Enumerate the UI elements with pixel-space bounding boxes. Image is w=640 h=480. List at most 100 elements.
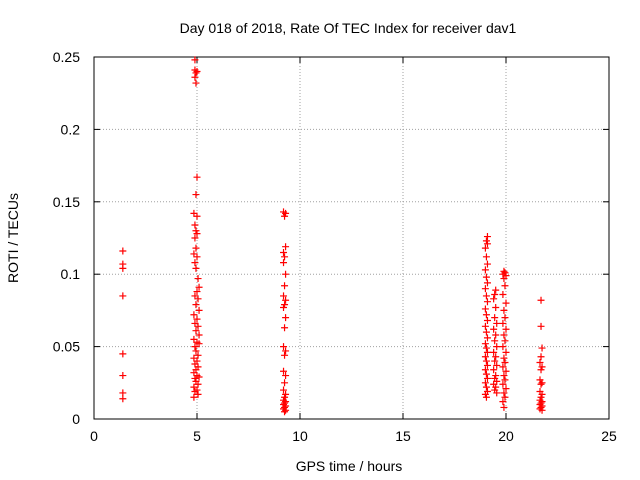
data-point bbox=[482, 344, 490, 352]
data-point bbox=[537, 353, 545, 361]
data-point bbox=[282, 296, 290, 304]
plot-frame bbox=[93, 56, 610, 420]
data-point bbox=[280, 386, 288, 394]
data-point bbox=[490, 325, 498, 333]
x-tick-label: 10 bbox=[292, 428, 308, 444]
data-point bbox=[490, 366, 498, 374]
data-point bbox=[537, 380, 545, 388]
data-point bbox=[193, 288, 201, 296]
data-point bbox=[119, 395, 127, 403]
data-point bbox=[483, 240, 491, 248]
data-point bbox=[281, 379, 289, 387]
data-point bbox=[537, 322, 545, 330]
data-point bbox=[195, 283, 203, 291]
data-point bbox=[192, 264, 200, 272]
y-tick-label: 0.05 bbox=[53, 339, 80, 355]
data-point bbox=[502, 348, 510, 356]
data-point bbox=[282, 347, 290, 355]
data-point bbox=[193, 67, 201, 75]
data-point bbox=[481, 244, 489, 252]
data-point bbox=[482, 328, 490, 336]
data-point bbox=[537, 366, 545, 374]
axis-ticks: 0 5 10 15 20 25 0 0.05 0.1 0.15 0.2 0.25 bbox=[53, 49, 617, 444]
data-point bbox=[192, 347, 200, 355]
data-point bbox=[499, 319, 507, 327]
data-point bbox=[193, 173, 201, 181]
data-point bbox=[501, 359, 509, 367]
data-point bbox=[492, 286, 500, 294]
data-point bbox=[281, 282, 289, 290]
data-point bbox=[192, 301, 200, 309]
data-point bbox=[491, 290, 499, 298]
data-point bbox=[191, 73, 199, 81]
chart-title: Day 018 of 2018, Rate Of TEC Index for r… bbox=[180, 20, 517, 36]
data-point bbox=[481, 266, 489, 274]
y-tick-label: 0.25 bbox=[53, 49, 80, 65]
data-point bbox=[483, 334, 491, 342]
data-point bbox=[483, 298, 491, 306]
data-point bbox=[482, 383, 490, 391]
data-point bbox=[282, 243, 290, 251]
data-point bbox=[281, 212, 289, 220]
y-axis-label: ROTI / TECUs bbox=[5, 193, 21, 283]
data-point bbox=[282, 314, 290, 322]
data-point bbox=[119, 264, 127, 272]
data-point bbox=[492, 353, 500, 361]
data-point bbox=[500, 403, 508, 411]
data-point bbox=[500, 275, 508, 283]
data-point bbox=[493, 343, 501, 351]
data-point bbox=[538, 406, 546, 414]
data-point bbox=[501, 376, 509, 384]
data-point bbox=[481, 353, 489, 361]
data-point bbox=[482, 357, 490, 365]
data-point bbox=[500, 354, 508, 362]
data-point bbox=[191, 343, 199, 351]
data-point bbox=[192, 327, 200, 335]
x-tick-label: 0 bbox=[90, 428, 98, 444]
data-point bbox=[500, 306, 508, 314]
data-point bbox=[194, 275, 202, 283]
data-point bbox=[490, 295, 498, 303]
data-point bbox=[502, 325, 510, 333]
data-point bbox=[481, 305, 489, 313]
data-point bbox=[492, 331, 500, 339]
data-point bbox=[483, 233, 491, 241]
data-point bbox=[499, 290, 507, 298]
data-point bbox=[190, 311, 198, 319]
data-point bbox=[491, 337, 499, 345]
data-point bbox=[195, 340, 203, 348]
data-point bbox=[499, 343, 507, 351]
x-tick-label: 20 bbox=[498, 428, 514, 444]
x-tick-label: 25 bbox=[601, 428, 617, 444]
x-axis-label: GPS time / hours bbox=[296, 458, 403, 474]
data-point bbox=[502, 367, 510, 375]
x-tick-label: 15 bbox=[395, 428, 411, 444]
data-point bbox=[538, 344, 546, 352]
data-point bbox=[491, 357, 499, 365]
data-point bbox=[119, 247, 127, 255]
data-point bbox=[194, 322, 202, 330]
data-point bbox=[501, 282, 509, 290]
data-point bbox=[482, 311, 490, 319]
data-point bbox=[483, 260, 491, 268]
data-point bbox=[192, 244, 200, 252]
data-point bbox=[195, 306, 203, 314]
data-point bbox=[481, 340, 489, 348]
y-tick-label: 0.1 bbox=[61, 266, 81, 282]
data-point bbox=[281, 408, 289, 416]
data-point bbox=[194, 295, 202, 303]
data-point bbox=[280, 367, 288, 375]
data-point bbox=[193, 253, 201, 261]
data-point bbox=[538, 379, 546, 387]
data-point bbox=[119, 350, 127, 358]
data-point bbox=[192, 191, 200, 199]
data-point bbox=[493, 319, 501, 327]
data-point bbox=[194, 380, 202, 388]
data-point bbox=[193, 212, 201, 220]
data-point bbox=[493, 361, 501, 369]
data-point bbox=[191, 221, 199, 229]
y-tick-label: 0.2 bbox=[61, 121, 81, 137]
data-point bbox=[280, 259, 288, 267]
data-point bbox=[193, 315, 201, 323]
data-point bbox=[501, 337, 509, 345]
